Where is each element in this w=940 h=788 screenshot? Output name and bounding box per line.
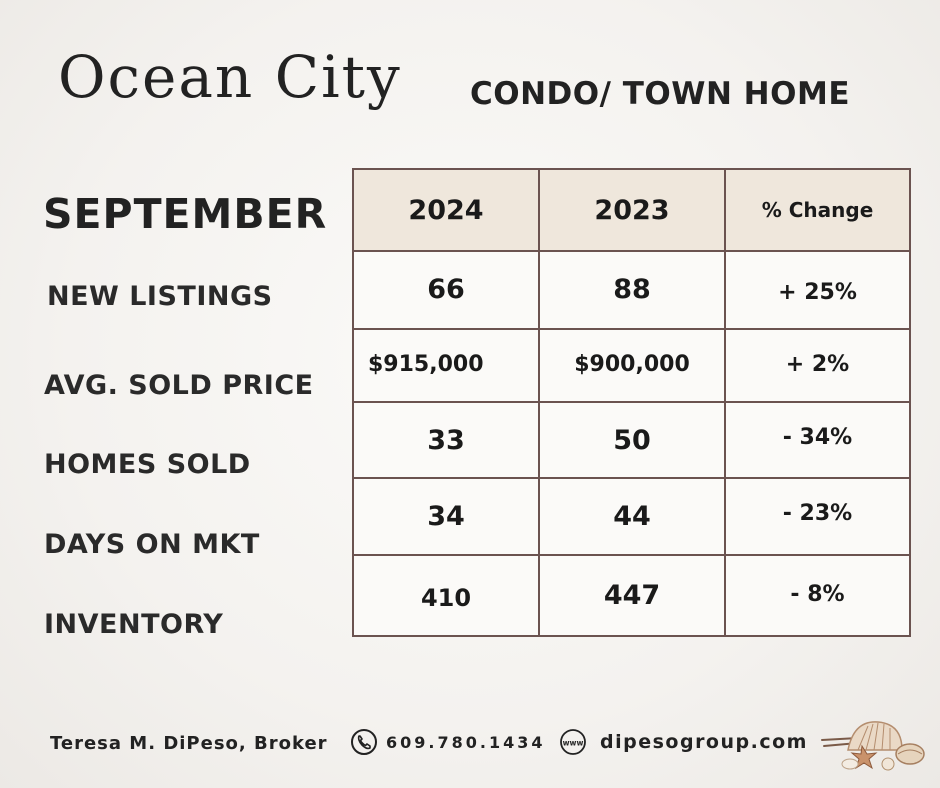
svg-text:www: www [563, 739, 584, 748]
table-row: $915,000 $900,000 + 2% [352, 328, 911, 403]
month-label: SEPTEMBER [43, 190, 328, 238]
row-label-new-listings: NEW LISTINGS [47, 281, 273, 312]
website-link[interactable]: dipesogroup.com [600, 731, 808, 753]
table-header-row: 2024 2023 % Change [352, 168, 911, 252]
column-header-2023: 2023 [538, 168, 726, 252]
cell-2023: 44 [538, 477, 726, 556]
cell-change: + 2% [724, 328, 911, 403]
cell-change: - 8% [724, 554, 911, 637]
cell-change: - 23% [724, 477, 911, 556]
table-row: 410 447 - 8% [352, 554, 911, 637]
page-title: Ocean City [58, 43, 402, 111]
table-row: 33 50 - 34% [352, 401, 911, 479]
cell-2024: 66 [352, 250, 540, 330]
www-icon: www [560, 729, 586, 755]
cell-2023: 447 [538, 554, 726, 637]
footer: Teresa M. DiPeso, Broker 609.780.1434 ww… [0, 728, 940, 758]
column-header-change: % Change [724, 168, 911, 252]
cell-2024: 410 [352, 554, 540, 637]
table-row: 66 88 + 25% [352, 250, 911, 330]
cell-2024: 34 [352, 477, 540, 556]
table-row: 34 44 - 23% [352, 477, 911, 556]
row-label-avg-sold-price: AVG. SOLD PRICE [44, 370, 314, 401]
cell-2023: 88 [538, 250, 726, 330]
phone-icon [351, 729, 377, 755]
row-label-days-on-mkt: DAYS ON MKT [44, 529, 260, 560]
agent-name: Teresa M. DiPeso, Broker [50, 733, 328, 754]
cell-2024: 33 [352, 401, 540, 479]
cell-2023: 50 [538, 401, 726, 479]
page-subtitle: CONDO/ TOWN HOME [470, 76, 850, 112]
cell-2023: $900,000 [538, 328, 726, 403]
phone-number[interactable]: 609.780.1434 [386, 733, 546, 752]
row-label-homes-sold: HOMES SOLD [44, 449, 251, 480]
row-label-inventory: INVENTORY [44, 609, 224, 640]
cell-change: + 25% [724, 250, 911, 330]
cell-2024: $915,000 [352, 328, 540, 403]
stats-table: 2024 2023 % Change 66 88 + 25% $915,000 … [352, 168, 911, 637]
seashells-icon [821, 721, 925, 771]
cell-change: - 34% [724, 401, 911, 479]
column-header-2024: 2024 [352, 168, 540, 252]
